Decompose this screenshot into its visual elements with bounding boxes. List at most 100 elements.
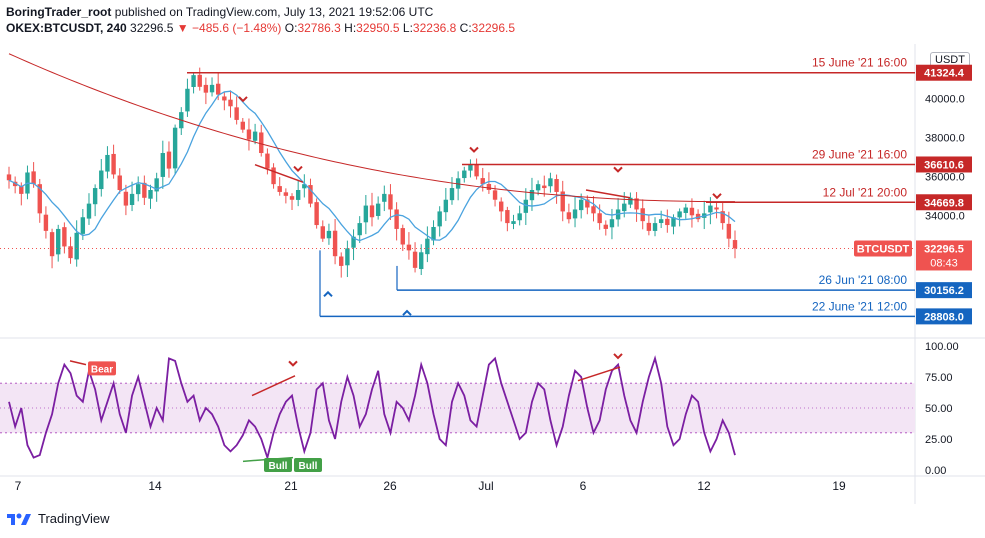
candle-body <box>43 214 49 231</box>
price-tick-label: 36000.0 <box>925 171 965 183</box>
level-price-text: 34669.8 <box>924 197 964 209</box>
candle-body <box>80 217 86 234</box>
footer: TradingView <box>6 510 110 526</box>
candle-body <box>603 224 608 229</box>
candle-body <box>720 211 725 224</box>
candle-body <box>652 223 658 231</box>
symbol-label[interactable]: OKEX:BTCUSDT, 240 <box>6 21 127 35</box>
candle-body <box>295 190 301 200</box>
candle-body <box>437 211 442 227</box>
close-label: C: <box>459 21 472 35</box>
candle-body <box>609 219 615 228</box>
candle-body <box>185 88 190 112</box>
candle-body <box>37 184 42 214</box>
level-price-badge <box>916 64 972 81</box>
signal-badge-text: Bull <box>299 461 318 472</box>
candle-body <box>283 192 289 196</box>
tradingview-logo-icon[interactable] <box>6 510 32 526</box>
countdown-text: 08:43 <box>930 257 958 269</box>
candle-body <box>166 151 172 169</box>
time-tick-label: 6 <box>580 479 587 493</box>
slow-moving-average-line <box>8 53 736 203</box>
candle-body <box>246 129 252 140</box>
candle-body <box>394 209 399 229</box>
candle-body <box>68 246 73 259</box>
author-name[interactable]: BoringTrader_root <box>6 5 112 19</box>
candle-body <box>259 132 264 154</box>
candle-body <box>505 210 510 224</box>
candle-body <box>474 164 479 177</box>
bullish-arrow-icon <box>402 309 412 316</box>
footer-brand[interactable]: TradingView <box>38 510 110 526</box>
candle-body <box>308 185 313 204</box>
candle-body <box>105 154 110 172</box>
level-price-text: 41324.4 <box>924 68 965 80</box>
candle-body <box>665 218 670 226</box>
low-label: L: <box>402 21 413 35</box>
candle-body <box>99 170 104 190</box>
candle-body <box>136 184 141 195</box>
bearish-arrow-icon <box>288 360 298 367</box>
ohlc-line: OKEX:BTCUSDT, 240 32296.5 ▼ −485.6 (−1.4… <box>6 20 515 36</box>
candle-body <box>726 223 732 239</box>
signal-badge <box>88 361 116 376</box>
oscillator-tick-label: 50.00 <box>925 403 953 415</box>
candle-body <box>400 228 405 245</box>
candle-body <box>302 184 307 189</box>
candle-body <box>634 198 639 210</box>
candle-body <box>412 251 418 268</box>
time-tick-label: 14 <box>148 479 162 493</box>
candle-body <box>658 219 664 224</box>
candle-body <box>732 240 738 249</box>
candle-body <box>74 232 79 260</box>
oscillator-tick-label: 75.00 <box>925 372 953 384</box>
oscillator-tick-label: 100.00 <box>925 341 959 353</box>
time-tick-label: 21 <box>284 479 298 493</box>
price-tick-label: 34000.0 <box>925 210 965 222</box>
chart-svg[interactable]: 40000.038000.036000.034000.030000.071421… <box>0 44 985 504</box>
level-date-label: 12 Jul '21 20:00 <box>823 185 908 199</box>
candle-body <box>529 190 535 201</box>
candle-body <box>375 203 381 216</box>
candle-body <box>49 232 55 257</box>
level-date-label: 26 Jun '21 08:00 <box>819 273 908 287</box>
candle-body <box>695 213 701 220</box>
candle-body <box>671 217 676 227</box>
candle-body <box>517 213 522 221</box>
candle-body <box>203 84 209 93</box>
candle-body <box>197 74 202 87</box>
time-tick-label: 26 <box>383 479 397 493</box>
candle-body <box>585 199 590 208</box>
candle-body <box>622 203 627 212</box>
candle-body <box>277 186 282 192</box>
chart-area[interactable]: 40000.038000.036000.034000.030000.071421… <box>0 44 985 504</box>
last-price-text: 32296.5 <box>924 243 964 255</box>
last-price-badge <box>916 240 972 271</box>
candle-body <box>92 188 98 205</box>
candle-body <box>154 178 159 192</box>
candle-body <box>339 256 344 266</box>
publish-info: published on TradingView.com, July 13, 2… <box>114 5 434 19</box>
bearish-arrow-icon <box>712 193 722 200</box>
candle-body <box>209 84 215 93</box>
candle-body <box>572 209 578 219</box>
candle-body <box>62 227 67 247</box>
candle-body <box>406 244 412 251</box>
candle-body <box>215 83 221 95</box>
signal-badge <box>294 458 322 473</box>
candle-body <box>369 205 375 218</box>
candle-body <box>492 190 498 200</box>
signal-badge-text: Bull <box>269 461 288 472</box>
candle-body <box>486 183 492 190</box>
open-label: O: <box>284 21 298 35</box>
price-divergence-line <box>585 189 631 199</box>
price-tick-label: 40000.0 <box>925 94 965 106</box>
candle-body <box>535 184 541 191</box>
bearish-arrow-icon <box>238 96 248 103</box>
price-divergence-line <box>254 163 304 183</box>
oscillator-tick-label: 0.00 <box>925 465 946 477</box>
level-date-label: 29 June '21 16:00 <box>812 147 907 161</box>
candle-body <box>683 207 688 213</box>
symbol-badge-text: BTCUSDT <box>857 243 910 255</box>
low-value: 32236.8 <box>412 21 457 35</box>
